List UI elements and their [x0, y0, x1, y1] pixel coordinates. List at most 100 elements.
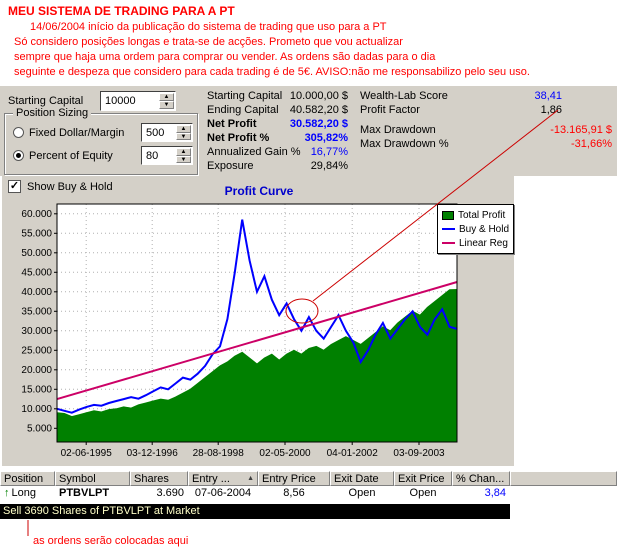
- stat-label: Max Drawdown: [360, 124, 436, 136]
- col-entry-date[interactable]: Entry ... ▲: [188, 471, 258, 486]
- table-row[interactable]: ↑ Long PTBVLPT 3.690 07-06-2004 8,56 Open…: [0, 486, 617, 501]
- fixed-dollar-radio[interactable]: [13, 127, 24, 138]
- spin-up-icon[interactable]: ▲: [159, 93, 174, 101]
- spin-up-icon[interactable]: ▲: [176, 148, 191, 156]
- percent-equity-input[interactable]: 80 ▲ ▼: [141, 146, 193, 165]
- entry-date-cell: 07-06-2004: [194, 487, 252, 499]
- starting-capital-value: 10000: [105, 95, 136, 107]
- svg-text:20.000: 20.000: [21, 365, 52, 376]
- col-filler: [510, 471, 617, 486]
- long-arrow-icon: ↑: [4, 487, 10, 499]
- percent-equity-spinner[interactable]: ▲ ▼: [176, 148, 191, 163]
- svg-text:55.000: 55.000: [21, 228, 52, 239]
- stat-value: -13.165,91 $: [550, 124, 612, 136]
- shares-cell: 3.690: [156, 487, 184, 499]
- pct-change-cell: 3,84: [484, 487, 506, 499]
- col-pct-change[interactable]: % Chan...: [452, 471, 510, 486]
- spin-up-icon[interactable]: ▲: [176, 125, 191, 133]
- col-symbol[interactable]: Symbol: [55, 471, 130, 486]
- svg-text:04-01-2002: 04-01-2002: [327, 448, 379, 459]
- symbol-cell: PTBVLPT: [59, 487, 110, 499]
- stat-label: Annualized Gain %: [207, 146, 301, 158]
- header-line-4: seguinte e despeza que considero para ca…: [14, 66, 530, 78]
- stat-value: 30.582,20 $: [289, 118, 348, 130]
- stat-label: Max Drawdown %: [360, 138, 449, 150]
- header-line-1: 14/06/2004 início da publicação do siste…: [30, 21, 387, 33]
- header-line-2: Só considero posições longas e trata-se …: [14, 36, 403, 48]
- svg-text:03-09-2003: 03-09-2003: [393, 448, 445, 459]
- performance-stats-right: Wealth-Lab Score 38,41 Profit Factor 1,8…: [360, 86, 612, 176]
- col-exit-price[interactable]: Exit Price: [394, 471, 452, 486]
- spin-down-icon[interactable]: ▼: [176, 132, 191, 140]
- header-notes: MEU SISTEMA DE TRADING PARA A PT 14/06/2…: [0, 0, 617, 86]
- stat-label: Exposure: [207, 160, 254, 172]
- legend-item-linear-reg: Linear Reg: [442, 236, 509, 250]
- position-sizing-label: Position Sizing: [13, 107, 92, 119]
- fixed-dollar-value: 500: [146, 127, 165, 139]
- stat-label: Ending Capital: [207, 104, 279, 116]
- svg-text:10.000: 10.000: [21, 404, 52, 415]
- chart-title: Profit Curve: [224, 184, 294, 198]
- sort-asc-icon: ▲: [247, 475, 254, 482]
- stat-label: Profit Factor: [360, 104, 420, 116]
- buy-hold-swatch-icon: [442, 228, 455, 230]
- total-profit-swatch-icon: [442, 210, 454, 220]
- svg-text:02-06-1995: 02-06-1995: [61, 448, 113, 459]
- col-position[interactable]: Position: [0, 471, 55, 486]
- col-entry-price[interactable]: Entry Price: [258, 471, 330, 486]
- svg-text:40.000: 40.000: [21, 287, 52, 298]
- svg-text:5.000: 5.000: [27, 423, 52, 434]
- legend-item-total-profit: Total Profit: [442, 208, 509, 222]
- svg-text:50.000: 50.000: [21, 248, 52, 259]
- svg-text:45.000: 45.000: [21, 267, 52, 278]
- starting-capital-label: Starting Capital: [8, 95, 84, 107]
- col-label: Entry ...: [192, 472, 230, 485]
- orders-note: as ordens serão colocadas aqui: [33, 535, 189, 547]
- legend-label: Linear Reg: [459, 237, 508, 249]
- show-buy-hold-toggle[interactable]: ✓ Show Buy & Hold: [8, 180, 113, 193]
- positions-table: Position Symbol Shares Entry ... ▲ Entry…: [0, 471, 617, 501]
- legend-label: Total Profit: [458, 209, 506, 221]
- legend-label: Buy & Hold: [459, 223, 510, 235]
- position-cell: ↑ Long: [0, 486, 55, 501]
- svg-text:60.000: 60.000: [21, 209, 52, 220]
- table-header: Position Symbol Shares Entry ... ▲ Entry…: [0, 471, 617, 486]
- svg-text:15.000: 15.000: [21, 384, 52, 395]
- fixed-dollar-input[interactable]: 500 ▲ ▼: [141, 123, 193, 142]
- legend-item-buy-hold: Buy & Hold: [442, 222, 509, 236]
- order-status-bar: Sell 3690 Shares of PTBVLPT at Market: [0, 504, 510, 519]
- svg-text:30.000: 30.000: [21, 326, 52, 337]
- col-exit-date[interactable]: Exit Date: [330, 471, 394, 486]
- stat-value: 40.582,20 $: [289, 104, 348, 116]
- percent-equity-label: Percent of Equity: [29, 149, 113, 162]
- svg-text:28-08-1998: 28-08-1998: [193, 448, 245, 459]
- fixed-dollar-option[interactable]: Fixed Dollar/Margin: [13, 126, 124, 139]
- stat-value: 305,82%: [304, 132, 348, 144]
- stat-value: 29,84%: [310, 160, 348, 172]
- show-buy-hold-checkbox[interactable]: ✓: [8, 180, 21, 193]
- percent-equity-radio[interactable]: [13, 150, 24, 161]
- stat-value: 10.000,00 $: [289, 90, 348, 102]
- linear-reg-swatch-icon: [442, 242, 455, 244]
- position-sizing-group: Position Sizing Fixed Dollar/Margin 500 …: [4, 107, 198, 175]
- stat-value: -31,66%: [571, 138, 612, 150]
- fixed-dollar-label: Fixed Dollar/Margin: [29, 126, 125, 139]
- fixed-dollar-spinner[interactable]: ▲ ▼: [176, 125, 191, 140]
- show-buy-hold-label: Show Buy & Hold: [27, 180, 113, 193]
- stat-label: Net Profit: [207, 118, 257, 130]
- col-shares[interactable]: Shares: [130, 471, 188, 486]
- svg-text:03-12-1996: 03-12-1996: [127, 448, 179, 459]
- chart-legend: Total Profit Buy & Hold Linear Reg: [437, 204, 514, 254]
- header-line-3: sempre que haja uma ordem para comprar o…: [14, 51, 436, 63]
- page-title: MEU SISTEMA DE TRADING PARA A PT: [8, 4, 235, 18]
- percent-equity-option[interactable]: Percent of Equity: [13, 149, 113, 162]
- svg-text:25.000: 25.000: [21, 345, 52, 356]
- profit-curve-panel: Profit Curve 5.000 10.000 15.000 20.000 25.0…: [2, 176, 514, 466]
- position-value: Long: [11, 487, 36, 499]
- starting-capital-spinner[interactable]: ▲ ▼: [159, 93, 174, 109]
- stat-label: Wealth-Lab Score: [360, 90, 448, 102]
- starting-capital-input[interactable]: 10000 ▲ ▼: [100, 91, 176, 111]
- spin-down-icon[interactable]: ▼: [176, 155, 191, 163]
- spin-down-icon[interactable]: ▼: [159, 101, 174, 109]
